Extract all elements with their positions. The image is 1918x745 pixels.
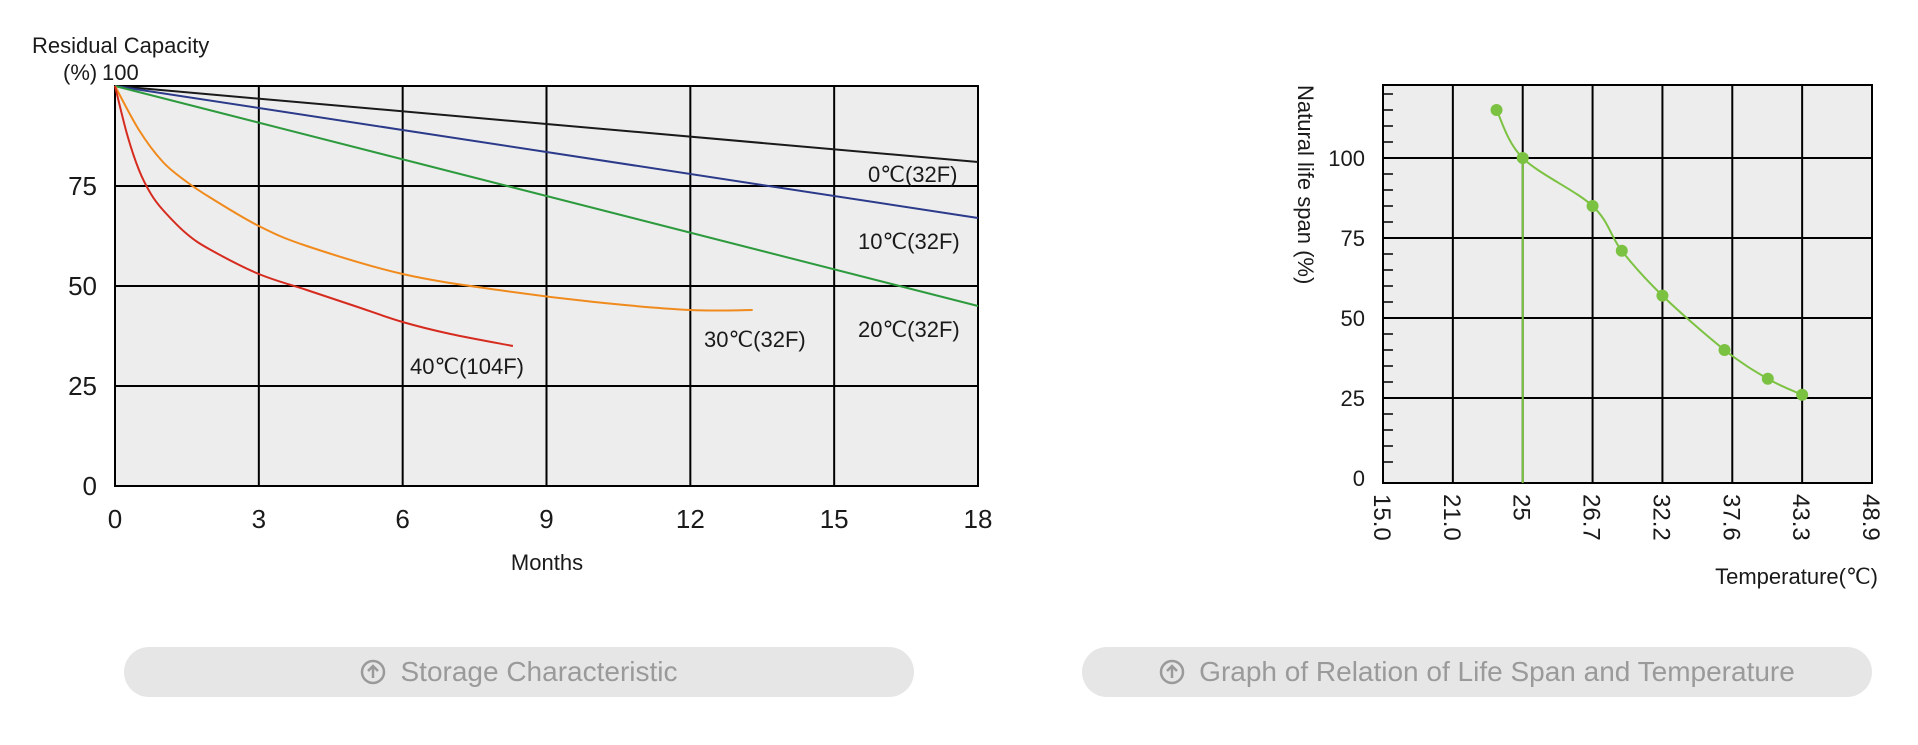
lifespan-y-tick-label: 25: [1341, 386, 1365, 411]
lifespan-y-tick-label: 50: [1341, 306, 1365, 331]
lifespan-ylabel: Natural life span (%): [1293, 85, 1318, 284]
lifespan-data-point: [1615, 244, 1628, 257]
series-label-10c: 10℃(32F): [858, 229, 960, 254]
lifespan-data-point: [1796, 388, 1809, 401]
storage-series-line: [114, 85, 753, 312]
series-label-0c: 0℃(32F): [868, 162, 958, 187]
storage-y-tick-label: 0: [83, 471, 97, 501]
storage-characteristic-label: Storage Characteristic: [400, 656, 678, 687]
storage-x-tick-label: 9: [539, 504, 553, 534]
storage-x-tick-label: 6: [395, 504, 409, 534]
storage-y-tick-label: 75: [68, 171, 97, 201]
lifespan-x-tick-label: 15.0: [1368, 494, 1395, 541]
storage-x-ticks: 0 3 6 9 12 15 18: [108, 504, 993, 534]
lifespan-x-tick-label: 48.9: [1857, 494, 1884, 541]
storage-x-tick-label: 0: [108, 504, 122, 534]
lifespan-data-point: [1516, 152, 1529, 164]
storage-series-line: [114, 85, 979, 307]
lifespan-x-ticks: 15.0 21.0 25 26.7 32.2 37.6 43.3 48.9: [1368, 494, 1884, 541]
storage-series-line: [114, 85, 979, 163]
storage-grid: [114, 85, 979, 487]
lifespan-data-point: [1586, 200, 1599, 212]
storage-x-tick-label: 3: [252, 504, 266, 534]
lifespan-x-tick-label: 21.0: [1438, 494, 1465, 541]
lifespan-series: [1490, 104, 1809, 483]
lifespan-chart: Natural life span (%) 100 75 50 25 0 15.0 21.…: [1293, 84, 1884, 589]
lifespan-x-tick-label: 43.3: [1787, 494, 1814, 541]
life-span-temperature-button[interactable]: Graph of Relation of Life Span and Tempe…: [1082, 647, 1872, 697]
storage-ylabel-line1: Residual Capacity: [32, 33, 209, 58]
storage-chart: Residual Capacity (%) 100 75 50 25 0 0 3 6 9 12 1…: [32, 33, 992, 575]
lifespan-plot-area: [1382, 84, 1873, 484]
lifespan-data-point: [1761, 372, 1774, 385]
storage-y-tick-label: 25: [68, 371, 97, 401]
lifespan-x-tick-label: 25: [1508, 494, 1535, 521]
storage-characteristic-button[interactable]: Storage Characteristic: [124, 647, 914, 697]
storage-y-ticks: 100 75 50 25 0: [68, 60, 139, 501]
lifespan-y-tick-label: 75: [1341, 226, 1365, 251]
lifespan-xlabel: Temperature(℃): [1715, 564, 1878, 589]
storage-x-tick-label: 18: [964, 504, 993, 534]
series-label-40c: 40℃(104F): [410, 354, 524, 379]
lifespan-y-tick-label: 0: [1353, 466, 1365, 491]
storage-y-tick-label: 50: [68, 271, 97, 301]
life-span-temperature-label: Graph of Relation of Life Span and Tempe…: [1199, 656, 1795, 687]
storage-series: [114, 85, 979, 347]
series-label-20c: 20℃(32F): [858, 317, 960, 342]
storage-x-tick-label: 12: [676, 504, 705, 534]
series-label-30c: 30℃(32F): [704, 327, 806, 352]
lifespan-data-point: [1718, 344, 1731, 356]
lifespan-x-tick-label: 32.2: [1647, 494, 1674, 541]
storage-series-line: [114, 85, 979, 219]
lifespan-x-tick-label: 26.7: [1578, 494, 1605, 541]
storage-y-tick-label: 100: [102, 60, 139, 85]
storage-ylabel-line2: (%): [63, 60, 97, 85]
storage-x-tick-label: 15: [820, 504, 849, 534]
lifespan-data-point: [1656, 289, 1669, 302]
storage-xlabel: Months: [511, 550, 583, 575]
lifespan-series-line: [1495, 109, 1803, 396]
lifespan-x-tick-label: 37.6: [1717, 494, 1744, 541]
lifespan-data-point: [1490, 104, 1503, 116]
lifespan-y-ticks: 100 75 50 25 0: [1328, 146, 1365, 491]
circle-up-arrow-icon: [1159, 659, 1185, 685]
circle-up-arrow-icon: [360, 659, 386, 685]
lifespan-y-tick-label: 100: [1328, 146, 1365, 171]
storage-series-line: [114, 85, 514, 347]
